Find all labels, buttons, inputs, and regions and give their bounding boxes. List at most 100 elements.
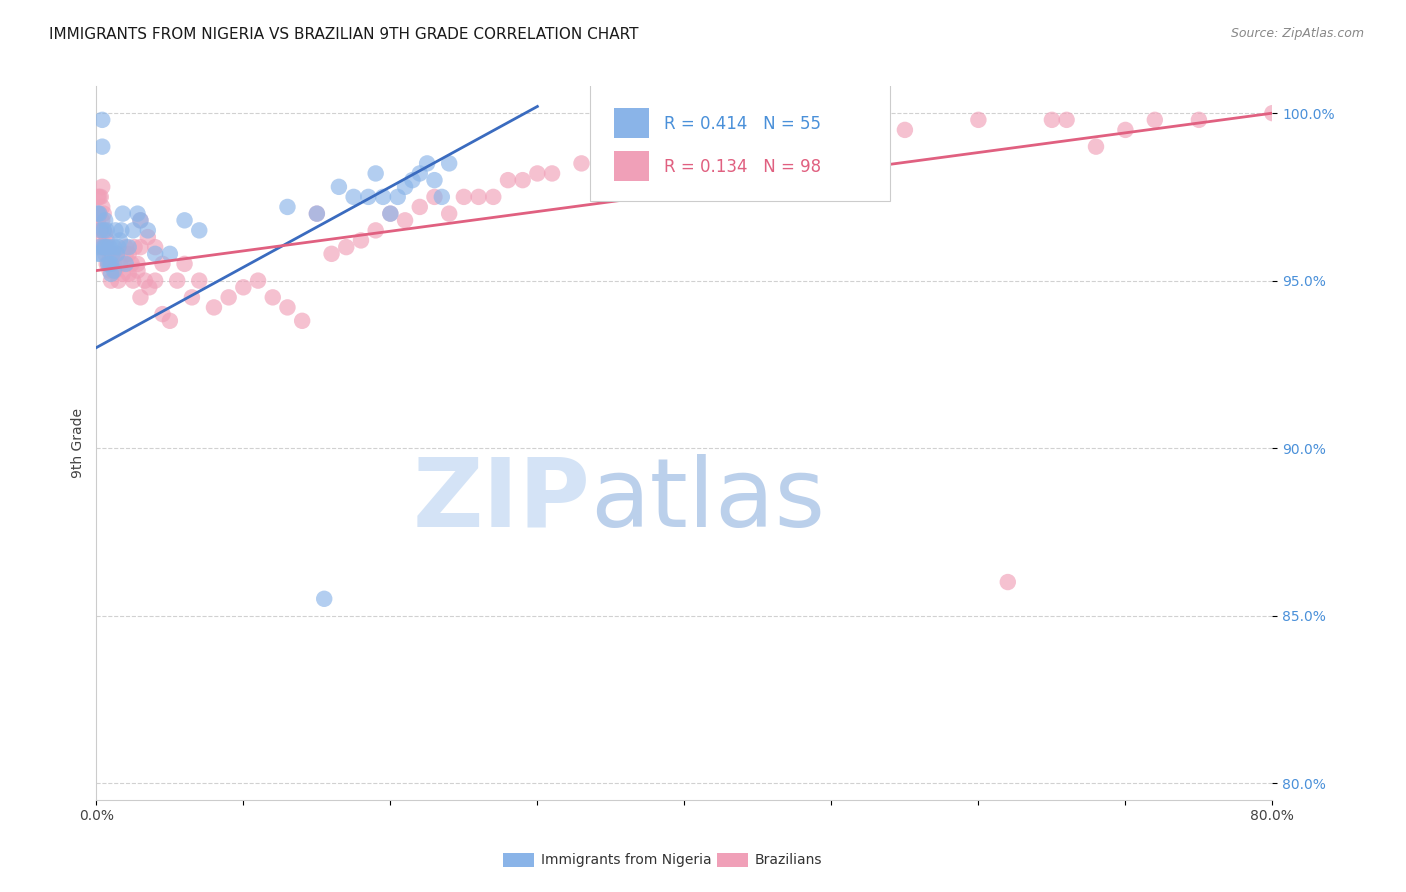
Point bbox=[94, 227, 117, 241]
Point bbox=[496, 173, 519, 187]
Point bbox=[218, 290, 240, 304]
Point bbox=[98, 263, 121, 277]
Point bbox=[387, 190, 409, 204]
Point bbox=[111, 267, 134, 281]
Point bbox=[453, 190, 475, 204]
Point bbox=[129, 213, 152, 227]
Point bbox=[90, 247, 112, 261]
Point bbox=[87, 206, 110, 220]
Point bbox=[232, 280, 254, 294]
Point bbox=[118, 247, 141, 261]
Point bbox=[127, 206, 149, 220]
Point bbox=[644, 156, 666, 170]
Point bbox=[673, 146, 696, 161]
Point bbox=[152, 307, 174, 321]
Point bbox=[87, 190, 110, 204]
Point bbox=[202, 301, 225, 315]
Point bbox=[103, 263, 125, 277]
Point bbox=[188, 223, 211, 237]
Point bbox=[305, 206, 328, 220]
Point bbox=[188, 274, 211, 288]
Point bbox=[467, 190, 489, 204]
Point bbox=[166, 274, 188, 288]
Point bbox=[98, 240, 121, 254]
Point bbox=[103, 240, 125, 254]
Point bbox=[96, 234, 118, 248]
Point bbox=[97, 240, 120, 254]
Point bbox=[614, 146, 637, 161]
Point bbox=[314, 591, 336, 606]
Point bbox=[127, 263, 149, 277]
Point bbox=[103, 257, 125, 271]
Point bbox=[512, 173, 534, 187]
Point bbox=[143, 274, 166, 288]
Point bbox=[98, 257, 121, 271]
Point bbox=[138, 280, 160, 294]
Point bbox=[401, 173, 423, 187]
Point bbox=[91, 139, 114, 153]
Point bbox=[173, 213, 195, 227]
Point bbox=[118, 240, 141, 254]
Point bbox=[1056, 112, 1078, 127]
Point bbox=[1261, 106, 1284, 120]
Point bbox=[364, 223, 387, 237]
Point bbox=[180, 290, 202, 304]
Point bbox=[94, 213, 117, 227]
FancyBboxPatch shape bbox=[591, 80, 890, 201]
Point bbox=[173, 257, 195, 271]
Point bbox=[997, 575, 1019, 590]
Point bbox=[89, 206, 111, 220]
Point bbox=[114, 247, 136, 261]
Point bbox=[105, 247, 128, 261]
Point bbox=[104, 263, 127, 277]
Point bbox=[93, 206, 115, 220]
Point bbox=[107, 240, 129, 254]
Point bbox=[87, 213, 110, 227]
FancyBboxPatch shape bbox=[614, 109, 650, 138]
Point bbox=[409, 166, 432, 180]
Point bbox=[276, 200, 298, 214]
Point bbox=[305, 206, 328, 220]
Point bbox=[100, 267, 122, 281]
Point bbox=[437, 156, 460, 170]
Point bbox=[343, 190, 366, 204]
Point bbox=[91, 213, 114, 227]
Text: atlas: atlas bbox=[591, 454, 825, 547]
Point bbox=[111, 206, 134, 220]
Point bbox=[1188, 112, 1211, 127]
Point bbox=[91, 179, 114, 194]
Point bbox=[628, 139, 651, 153]
Point bbox=[91, 200, 114, 214]
Point bbox=[571, 156, 593, 170]
Point bbox=[276, 301, 298, 315]
Point bbox=[87, 247, 110, 261]
Point bbox=[380, 206, 402, 220]
Point bbox=[129, 213, 152, 227]
Point bbox=[94, 247, 117, 261]
Point bbox=[100, 274, 122, 288]
Point bbox=[89, 206, 111, 220]
Point bbox=[482, 190, 505, 204]
Text: Brazilians: Brazilians bbox=[755, 853, 823, 867]
Point bbox=[894, 123, 917, 137]
Point bbox=[90, 223, 112, 237]
Point bbox=[321, 247, 343, 261]
Point bbox=[98, 247, 121, 261]
Point bbox=[104, 223, 127, 237]
Point bbox=[90, 223, 112, 237]
Point bbox=[127, 257, 149, 271]
Point bbox=[350, 234, 373, 248]
Point bbox=[114, 257, 136, 271]
Point bbox=[159, 247, 181, 261]
Point bbox=[247, 274, 270, 288]
Point bbox=[101, 247, 124, 261]
Point bbox=[89, 240, 111, 254]
Point bbox=[90, 190, 112, 204]
Point bbox=[122, 223, 145, 237]
Point bbox=[96, 240, 118, 254]
Point bbox=[114, 240, 136, 254]
Point bbox=[262, 290, 284, 304]
FancyBboxPatch shape bbox=[614, 152, 650, 181]
Point bbox=[93, 223, 115, 237]
Point bbox=[91, 112, 114, 127]
